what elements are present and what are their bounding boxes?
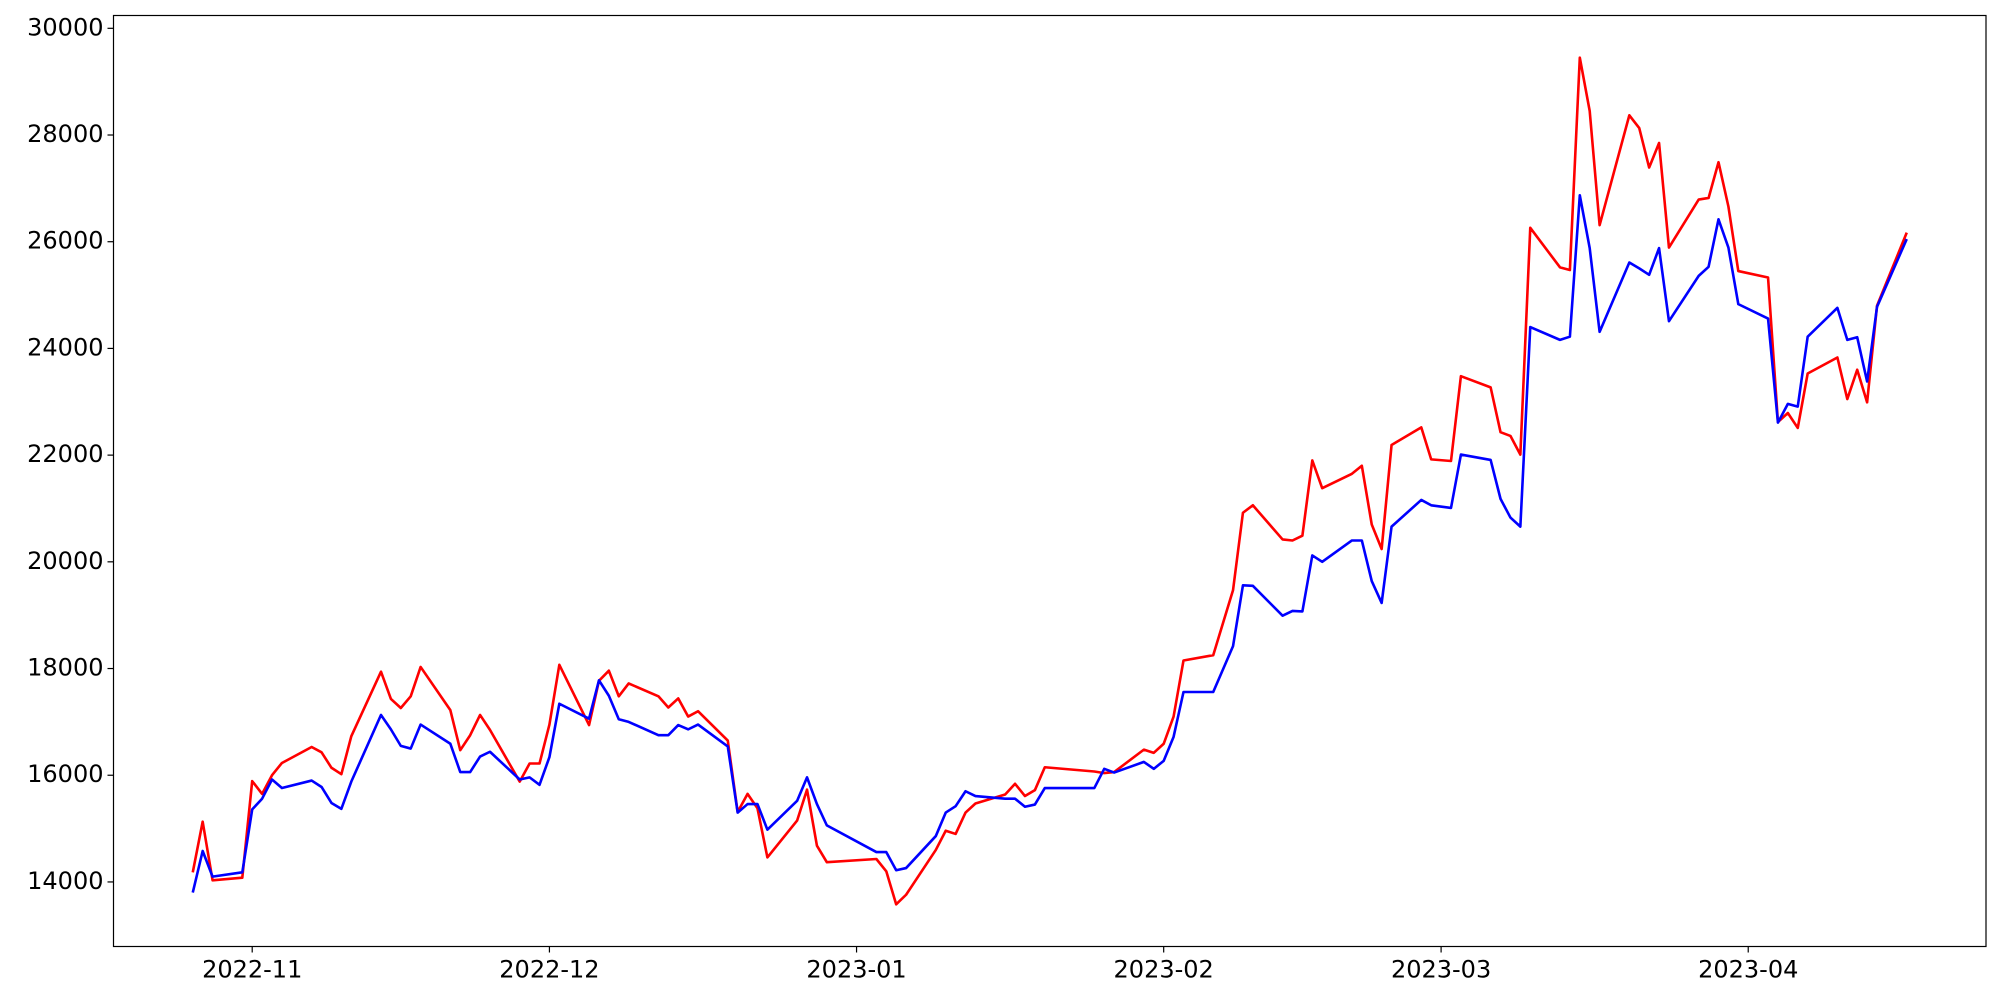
x-tick-label: 2022-11: [202, 956, 302, 984]
y-tick-label: 30000: [27, 13, 103, 41]
x-tick-label: 2023-01: [806, 956, 906, 984]
plot-frame: [112, 14, 1987, 948]
y-tick-label: 14000: [27, 867, 103, 895]
y-tick-label: 20000: [27, 547, 103, 575]
y-tick-label: 16000: [27, 760, 103, 788]
x-tick-label: 2022-12: [499, 956, 599, 984]
x-tick-label: 2023-03: [1391, 956, 1491, 984]
x-tick-label: 2023-02: [1114, 956, 1214, 984]
line-series: [191, 56, 1908, 906]
y-tick-label: 18000: [27, 654, 103, 682]
y-tick-label: 28000: [27, 120, 103, 148]
y-tick-label: 26000: [27, 227, 103, 255]
y-tick-label: 22000: [27, 440, 103, 468]
line-series: [191, 194, 1908, 893]
x-tick-label: 2023-04: [1698, 956, 1798, 984]
y-tick-label: 24000: [27, 333, 103, 361]
